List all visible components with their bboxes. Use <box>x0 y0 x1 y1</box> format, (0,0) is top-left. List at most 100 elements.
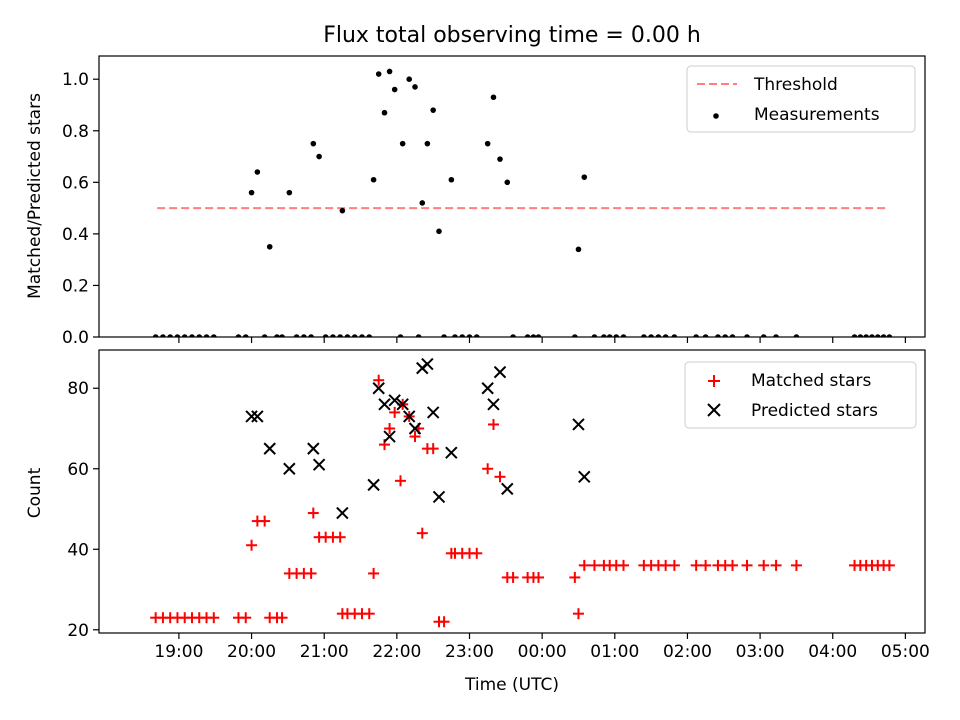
predicted-star-point <box>481 382 494 395</box>
measurement-point <box>436 228 442 235</box>
measurement-point <box>490 94 497 101</box>
matched-star-point <box>770 559 782 571</box>
bottom-y-tick-label: 40 <box>67 540 89 560</box>
predicted-star-point <box>263 442 276 455</box>
measurement-point <box>530 334 537 337</box>
matched-star-point <box>334 531 346 543</box>
measurement-point <box>880 334 887 337</box>
measurement-point <box>266 243 273 250</box>
x-tick-label: 21:00 <box>300 642 349 662</box>
measurements-legend-label: Measurements <box>754 105 880 125</box>
matched-star-point <box>578 559 590 571</box>
top-y-tick-label: 0.8 <box>62 122 89 142</box>
measurement-point <box>430 107 436 113</box>
measurement-point <box>316 153 322 160</box>
measurement-point <box>412 84 418 90</box>
measurement-point <box>671 334 678 337</box>
x-tick-label: 05:00 <box>881 642 930 662</box>
predicted-star-point <box>378 398 391 411</box>
top-y-tick-label: 0.0 <box>62 328 89 348</box>
measurement-point <box>459 334 466 337</box>
bottom-y-axis-label: Count <box>25 467 45 518</box>
predicted-star-point <box>432 490 446 504</box>
matched-star-point <box>438 616 450 628</box>
measurement-point <box>572 334 578 337</box>
top-plot-area: 0.0 0.2 0.4 0.6 0.8 1.0 <box>62 55 926 348</box>
measurement-point <box>261 334 268 337</box>
predicted-star-point <box>445 446 458 459</box>
measurement-point <box>203 334 210 337</box>
measurement-point <box>744 334 750 337</box>
measurement-point <box>722 334 729 337</box>
measurement-point <box>613 334 620 337</box>
measurement-point <box>406 76 413 83</box>
matched-star-point <box>668 559 680 571</box>
bottom-y-tick-label: 80 <box>67 379 89 399</box>
measurement-point <box>874 334 881 337</box>
predicted-star-point <box>572 418 585 431</box>
matched-star-point <box>246 539 258 551</box>
measurement-point <box>702 334 709 337</box>
predicted-star-point <box>312 458 326 471</box>
measurements-legend-swatch <box>713 113 719 119</box>
matched-star-point <box>416 527 428 539</box>
matched-star-point <box>741 559 753 571</box>
predicted-star-point <box>388 394 401 407</box>
matched-star-point <box>726 559 738 571</box>
measurement-point <box>189 334 195 337</box>
predicted-star-point <box>487 398 500 411</box>
measurement-point <box>715 334 721 337</box>
matched-star-point <box>409 431 421 443</box>
measurement-point <box>293 334 300 337</box>
measurement-point <box>344 334 351 337</box>
top-y-tick-label: 0.6 <box>62 173 89 193</box>
predicted-star-point <box>245 410 258 423</box>
measurement-point <box>366 334 373 337</box>
top-y-axis-label: Matched/Predicted stars <box>25 93 45 299</box>
top-legend-box <box>686 65 916 133</box>
x-tick-label: 03:00 <box>736 642 785 662</box>
predicted-star-point <box>383 430 396 443</box>
measurement-point <box>441 334 447 337</box>
bottom-marks <box>150 357 895 628</box>
matched-star-point <box>384 422 396 434</box>
measurement-point <box>510 334 516 337</box>
predicted-star-point <box>501 482 514 496</box>
matched-legend-swatch <box>708 375 720 387</box>
measurement-point <box>473 334 480 337</box>
measurement-point <box>419 200 426 206</box>
measurement-point <box>863 334 869 337</box>
measurement-point <box>662 334 669 337</box>
matched-star-point <box>307 507 319 519</box>
threshold-legend-label: Threshold <box>753 75 838 95</box>
measurement-point <box>448 176 455 183</box>
top-y-tick-label: 0.2 <box>62 276 89 296</box>
x-tick-label: 00:00 <box>518 642 567 662</box>
measurement-point <box>254 169 261 175</box>
matched-star-point <box>363 608 375 620</box>
matched-star-point <box>572 608 584 620</box>
top-marks <box>152 68 893 337</box>
matched-star-point <box>533 571 545 583</box>
top-y-tick-label: 1.0 <box>62 70 89 90</box>
predicted-star-point <box>283 462 296 475</box>
predicted-star-point <box>408 422 422 435</box>
matched-star-point <box>700 559 712 571</box>
predicted-star-point <box>367 478 380 492</box>
measurement-point <box>648 334 654 337</box>
measurement-point <box>160 334 166 337</box>
x-tick-label: 19:00 <box>154 642 203 662</box>
measurement-point <box>452 334 458 337</box>
measurement-point <box>308 334 314 337</box>
predicted-star-point <box>372 382 385 395</box>
measurement-point <box>869 334 875 337</box>
predicted-star-point <box>493 365 507 379</box>
x-tick-label: 01:00 <box>590 642 639 662</box>
predicted-star-point <box>251 410 264 423</box>
bottom-y-tick-label: 20 <box>67 621 89 641</box>
measurement-point <box>606 334 613 337</box>
measurement-point <box>210 334 217 337</box>
x-tick-label: 04:00 <box>808 642 857 662</box>
measurement-point <box>591 334 598 337</box>
matched-star-point <box>373 374 385 386</box>
